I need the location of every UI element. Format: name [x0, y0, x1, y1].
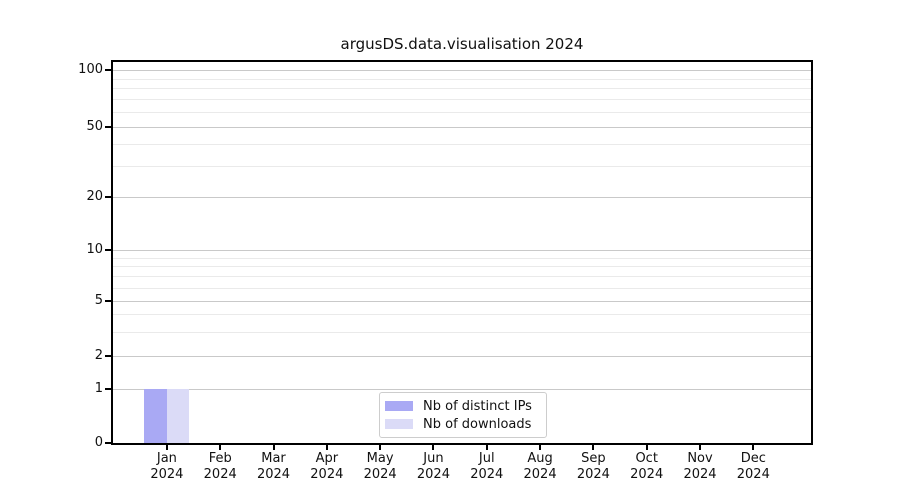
y-tick-label: 1 [94, 380, 103, 396]
y-tick-mark [105, 196, 113, 198]
x-tick-mark [272, 445, 275, 450]
y-tick-mark [105, 387, 113, 390]
x-tick-mark [699, 445, 701, 450]
major-gridline [113, 70, 811, 71]
x-tick-label: Feb 2024 [188, 451, 252, 482]
x-tick-label: Oct 2024 [615, 451, 679, 482]
x-tick-year: 2024 [576, 466, 610, 482]
x-tick-year: 2024 [523, 466, 557, 482]
x-tick-month: Apr [315, 451, 339, 466]
x-tick-mark [432, 445, 435, 450]
y-tick-mark [105, 249, 113, 251]
x-tick-year: 2024 [470, 466, 504, 482]
x-tick-month: Nov [687, 451, 713, 466]
x-tick-year: 2024 [363, 466, 397, 482]
legend: Nb of distinct IPs Nb of downloads [379, 392, 547, 438]
bar-distinct-ips [144, 388, 167, 443]
major-gridline [113, 356, 811, 357]
y-tick-label: 50 [86, 119, 103, 134]
x-tick-label: Aug 2024 [508, 451, 572, 482]
minor-gridline [113, 88, 811, 90]
x-tick-label: Jan 2024 [135, 451, 199, 482]
x-tick-year: 2024 [683, 466, 717, 482]
x-tick-month: Jul [478, 451, 495, 466]
minor-gridline [113, 331, 811, 333]
x-tick-month: Feb [208, 451, 232, 466]
x-tick-label: Jul 2024 [455, 451, 519, 482]
x-tick-label: Apr 2024 [295, 451, 359, 482]
x-tick-year: 2024 [416, 466, 450, 482]
y-tick-label: 0 [94, 435, 103, 450]
x-tick-month: Mar [261, 451, 286, 466]
x-tick-label: Nov 2024 [668, 451, 732, 482]
minor-gridline [113, 112, 811, 113]
legend-entry: Nb of distinct IPs [385, 397, 540, 415]
major-gridline [113, 197, 811, 198]
y-tick-label: 10 [86, 242, 103, 257]
x-tick-mark [485, 445, 488, 450]
minor-gridline [113, 257, 811, 259]
x-tick-label: Mar 2024 [242, 451, 306, 482]
minor-gridline [113, 276, 811, 278]
legend-label: Nb of distinct IPs [423, 398, 532, 414]
y-tick-mark [105, 126, 113, 128]
major-gridline [113, 250, 811, 251]
y-tick-mark [105, 69, 113, 71]
minor-gridline [113, 287, 811, 289]
legend-label: Nb of downloads [423, 416, 532, 432]
x-tick-year: 2024 [310, 466, 344, 482]
x-tick-label: Dec 2024 [721, 451, 785, 482]
chart-title: argusDS.data.visualisation 2024 [340, 35, 584, 53]
bar-downloads [166, 388, 190, 443]
minor-gridline [113, 266, 811, 268]
x-tick-month: Dec [740, 451, 766, 466]
y-tick-mark [105, 442, 113, 444]
major-gridline [113, 388, 811, 390]
y-tick-label: 20 [86, 189, 103, 204]
y-tick-label: 5 [94, 293, 103, 308]
x-tick-mark [325, 445, 328, 450]
legend-swatch [385, 401, 413, 411]
minor-gridline [113, 166, 811, 168]
x-tick-year: 2024 [150, 466, 184, 482]
legend-rows: Nb of distinct IPs Nb of downloads [385, 397, 540, 433]
legend-swatch [385, 419, 413, 429]
y-tick-label: 100 [78, 62, 103, 77]
x-tick-month: May [366, 451, 394, 466]
x-tick-month: Oct [635, 451, 658, 466]
plot-area: Nb of distinct IPs Nb of downloads [111, 60, 813, 445]
legend-entry: Nb of downloads [385, 415, 540, 433]
x-tick-month: Jan [156, 451, 177, 466]
x-tick-mark [645, 445, 648, 450]
x-tick-mark [592, 445, 595, 450]
x-tick-year: 2024 [630, 466, 664, 482]
x-tick-mark [539, 445, 542, 450]
x-tick-mark [752, 445, 755, 450]
x-tick-month: Aug [527, 451, 553, 466]
x-tick-month: Jun [423, 451, 444, 466]
minor-gridline [113, 144, 811, 146]
x-tick-year: 2024 [256, 466, 291, 482]
y-tick-mark [105, 355, 113, 357]
minor-gridline [113, 314, 811, 316]
x-tick-month: Sep [581, 451, 606, 466]
x-tick-mark [379, 445, 382, 450]
major-gridline [113, 301, 811, 302]
x-tick-year: 2024 [203, 466, 237, 482]
x-tick-mark [219, 445, 222, 450]
x-tick-year: 2024 [736, 466, 770, 482]
x-tick-label: May 2024 [348, 451, 412, 482]
y-tick-label: 2 [94, 348, 103, 363]
minor-gridline [113, 99, 811, 101]
x-tick-label: Sep 2024 [561, 451, 625, 482]
x-tick-mark [165, 445, 168, 450]
major-gridline [113, 127, 811, 128]
x-tick-label: Jun 2024 [401, 451, 465, 482]
minor-gridline [113, 78, 811, 80]
y-tick-mark [105, 300, 113, 302]
